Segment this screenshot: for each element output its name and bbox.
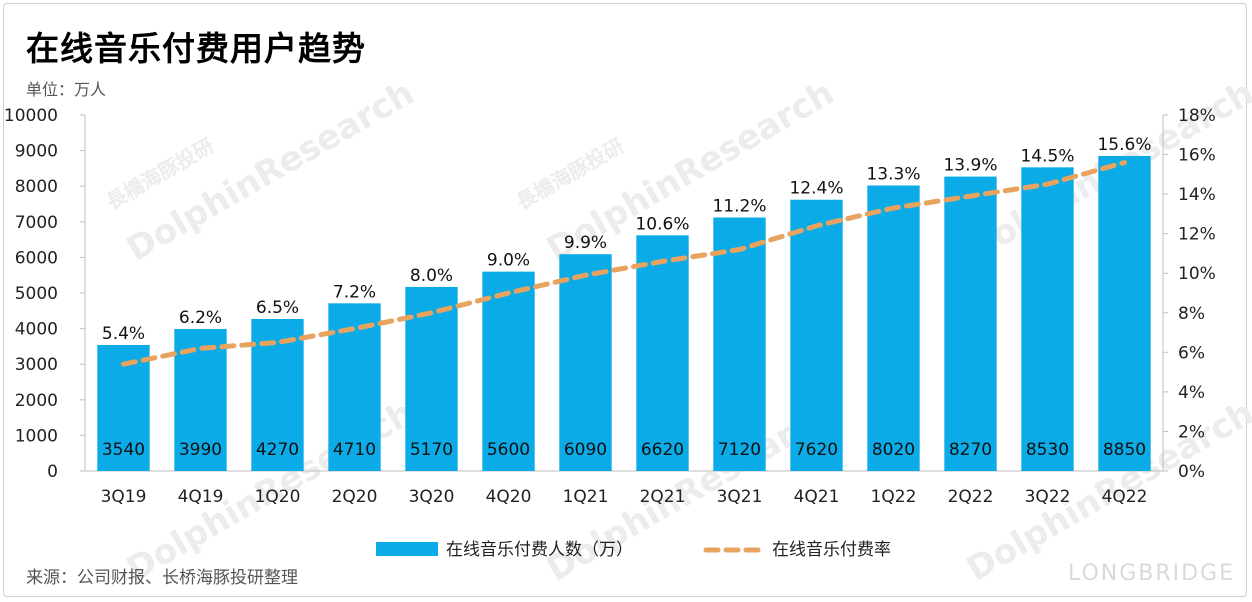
bar-value-label: 8270 — [949, 440, 992, 460]
x-tick-label: 1Q20 — [255, 487, 301, 507]
source-note: 来源：公司财报、长桥海豚投研整理 — [26, 568, 298, 588]
y-tick-label: 3000 — [15, 355, 58, 375]
line-value-label: 5.4% — [102, 324, 145, 344]
y-tick-label: 5000 — [15, 284, 58, 304]
y-tick-label: 2000 — [15, 391, 58, 411]
y-tick-label: 1000 — [15, 426, 58, 446]
y2-tick-label: 2% — [1178, 422, 1205, 442]
y2-tick-label: 14% — [1178, 185, 1216, 205]
y2-tick-label: 6% — [1178, 343, 1205, 363]
y2-tick-label: 12% — [1178, 225, 1216, 245]
bar — [405, 286, 458, 471]
bar-value-label: 7120 — [718, 440, 761, 460]
x-tick-label: 4Q21 — [794, 487, 840, 507]
bar — [328, 303, 381, 471]
bar-value-label: 7620 — [795, 440, 838, 460]
unit-label: 单位：万人 — [26, 80, 107, 99]
y-tick-label: 0 — [47, 462, 58, 482]
chart-frame — [3, 3, 1247, 597]
bar-value-label: 3990 — [179, 440, 222, 460]
bar-value-label: 3540 — [102, 440, 145, 460]
x-tick-label: 4Q19 — [178, 487, 224, 507]
y2-tick-label: 0% — [1178, 462, 1205, 482]
chart-title: 在线音乐付费用户趋势 — [26, 29, 366, 68]
line-value-label: 9.0% — [487, 251, 530, 271]
x-tick-label: 2Q21 — [640, 487, 686, 507]
line-value-label: 11.2% — [712, 197, 766, 217]
legend-label-line: 在线音乐付费率 — [772, 540, 891, 560]
x-tick-label: 3Q22 — [1025, 487, 1071, 507]
bar — [944, 176, 997, 471]
bar — [482, 271, 535, 471]
bar — [790, 199, 843, 471]
y-tick-label: 10000 — [4, 106, 58, 126]
y2-tick-label: 10% — [1178, 264, 1216, 284]
line-value-label: 10.6% — [635, 214, 689, 234]
y-tick-label: 7000 — [15, 213, 58, 233]
legend-label-bar: 在线音乐付费人数（万） — [446, 540, 633, 560]
bar-value-label: 5600 — [487, 440, 530, 460]
line-value-label: 8.0% — [410, 266, 453, 286]
y-tick-label: 6000 — [15, 248, 58, 268]
bar-value-label: 6090 — [564, 440, 607, 460]
x-tick-label: 1Q21 — [563, 487, 609, 507]
x-tick-label: 3Q21 — [717, 487, 763, 507]
brand-logo: LONGBRIDGE — [1068, 561, 1236, 586]
bar — [1021, 167, 1074, 471]
x-tick-label: 4Q22 — [1102, 487, 1148, 507]
x-tick-label: 3Q20 — [409, 487, 455, 507]
bar-value-label: 8020 — [872, 440, 915, 460]
x-tick-label: 2Q20 — [332, 487, 378, 507]
bar — [867, 185, 920, 471]
y-tick-label: 8000 — [15, 177, 58, 197]
y2-tick-label: 4% — [1178, 383, 1205, 403]
legend-swatch-bar — [376, 542, 438, 556]
bar-value-label: 4710 — [333, 440, 376, 460]
series-line — [121, 160, 1127, 367]
y-tick-label: 9000 — [15, 142, 58, 162]
x-tick-label: 2Q22 — [948, 487, 994, 507]
bar-value-label: 8850 — [1103, 440, 1146, 460]
line-value-label: 7.2% — [333, 282, 376, 302]
y-tick-label: 4000 — [15, 320, 58, 340]
line-value-label: 15.6% — [1097, 135, 1151, 155]
line-value-label: 13.3% — [866, 164, 920, 184]
bar-value-label: 8530 — [1026, 440, 1069, 460]
bar — [636, 235, 689, 471]
x-tick-label: 3Q19 — [101, 487, 147, 507]
line-value-label: 6.5% — [256, 298, 299, 318]
line-value-label: 12.4% — [789, 179, 843, 199]
bar — [713, 217, 766, 471]
line-value-label: 9.9% — [564, 233, 607, 253]
bar-value-label: 5170 — [410, 440, 453, 460]
bar — [559, 254, 612, 471]
line-value-label: 13.9% — [943, 156, 997, 176]
x-tick-label: 1Q22 — [871, 487, 917, 507]
line-value-label: 6.2% — [179, 308, 222, 328]
line-value-label: 14.5% — [1020, 146, 1074, 166]
bar-value-label: 4270 — [256, 440, 299, 460]
x-tick-label: 4Q20 — [486, 487, 532, 507]
y2-tick-label: 16% — [1178, 146, 1216, 166]
y2-tick-label: 18% — [1178, 106, 1216, 126]
y2-tick-label: 8% — [1178, 304, 1205, 324]
bar — [1098, 155, 1151, 471]
bar-value-label: 6620 — [641, 440, 684, 460]
